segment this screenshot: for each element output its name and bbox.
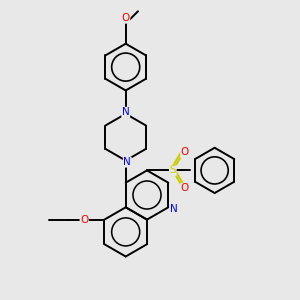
Text: O: O <box>80 214 88 225</box>
Text: O: O <box>181 147 189 158</box>
Text: N: N <box>123 157 131 167</box>
Text: N: N <box>122 107 130 117</box>
Text: O: O <box>122 13 130 23</box>
Text: S: S <box>169 165 176 176</box>
Text: O: O <box>181 183 189 194</box>
Text: N: N <box>170 204 178 214</box>
